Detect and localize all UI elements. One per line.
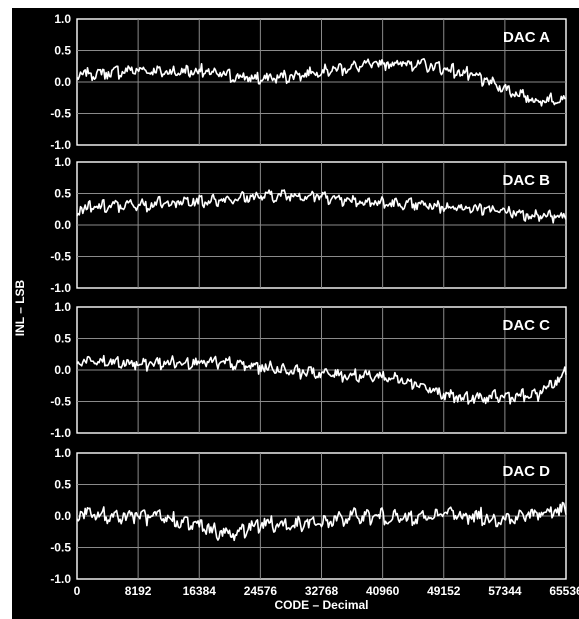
panel-label: DAC D <box>503 463 551 480</box>
series-line-dac-d <box>76 501 567 542</box>
inl-chart: 1.0 0.5 0.0 -0.5 -1.0 DAC A 1.0 0.5 0.0 -0.5 -1.0 D… <box>13 12 579 612</box>
y-tick-label: 0.0 <box>54 363 71 377</box>
y-tick-label: 0.5 <box>54 44 71 58</box>
y-tick-label: 1.0 <box>54 300 71 314</box>
y-tick-label: 1.0 <box>54 12 71 26</box>
series-line-dac-c <box>76 354 567 405</box>
y-tick-label: 0.5 <box>54 332 71 346</box>
series-line-dac-a <box>76 58 567 107</box>
x-tick-label: 40960 <box>366 584 400 598</box>
x-tick-label: 16384 <box>183 584 217 598</box>
x-tick-label: 32768 <box>305 584 339 598</box>
y-tick-label: -0.5 <box>50 395 71 409</box>
x-axis-title: CODE – Decimal <box>274 598 368 612</box>
y-tick-label: -1.0 <box>50 572 71 586</box>
y-tick-label: 0.0 <box>54 509 71 523</box>
inl-chart-figure: 1.0 0.5 0.0 -0.5 -1.0 DAC A 1.0 0.5 0.0 -0.5 -1.0 D… <box>12 8 579 619</box>
x-tick-label: 57344 <box>488 584 522 598</box>
y-tick-label: -1.0 <box>50 426 71 440</box>
y-tick-label: -0.5 <box>50 250 71 264</box>
y-tick-label: 1.0 <box>54 446 71 460</box>
y-tick-label: 0.0 <box>54 218 71 232</box>
y-tick-label: -1.0 <box>50 138 71 152</box>
y-tick-label: 0.0 <box>54 75 71 89</box>
x-tick-label: 8192 <box>125 584 152 598</box>
series-line-dac-b <box>76 189 567 224</box>
y-axis-title: INL – LSB <box>13 279 27 336</box>
y-tick-label: -0.5 <box>50 107 71 121</box>
x-tick-label: 0 <box>74 584 81 598</box>
y-tick-label: 1.0 <box>54 155 71 169</box>
x-tick-label: 49152 <box>427 584 461 598</box>
panel-label: DAC C <box>503 317 551 334</box>
panel-label: DAC A <box>503 29 550 46</box>
y-tick-label: -0.5 <box>50 541 71 555</box>
x-tick-label: 65536 <box>549 584 579 598</box>
y-tick-label: 0.5 <box>54 187 71 201</box>
panel-label: DAC B <box>503 172 551 189</box>
y-tick-label: -1.0 <box>50 281 71 295</box>
y-tick-label: 0.5 <box>54 478 71 492</box>
x-tick-label: 24576 <box>244 584 278 598</box>
